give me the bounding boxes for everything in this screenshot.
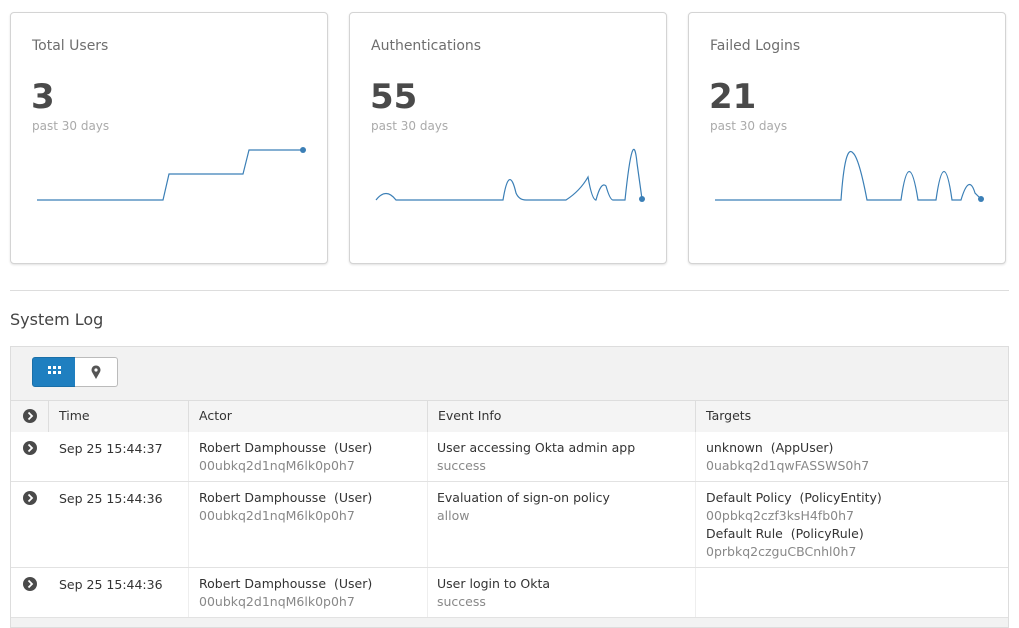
card-title: Authentications <box>371 38 482 54</box>
actor-id: 00ubkq2d1nqM6lk0p0h7 <box>199 594 355 609</box>
column-divider <box>188 482 189 567</box>
stat-card: Total Users 3 past 30 days <box>10 12 328 264</box>
column-divider <box>188 432 189 481</box>
expand-toggle[interactable] <box>22 408 38 424</box>
card-title: Total Users <box>32 38 109 54</box>
actor-id: 00ubkq2d1nqM6lk0p0h7 <box>199 458 355 473</box>
actor-name: Robert Damphousse (User) <box>199 576 373 591</box>
column-divider <box>695 568 696 617</box>
event-time: Sep 25 15:44:36 <box>59 577 163 592</box>
card-value: 3 <box>31 77 55 117</box>
target-id: 0uabkq2d1qwFASSWS0h7 <box>706 458 870 473</box>
actor-name: Robert Damphousse (User) <box>199 490 373 505</box>
target-name: Default Rule (PolicyRule) <box>706 526 864 541</box>
card-period: past 30 days <box>371 119 449 133</box>
column-divider <box>427 401 428 432</box>
log-panel: Time Actor Event Info Targets Sep 25 15:44:… <box>10 346 1009 628</box>
card-value: 55 <box>370 77 418 117</box>
column-divider <box>427 568 428 617</box>
column-header: Targets <box>706 408 752 423</box>
chevron-icon <box>23 577 37 591</box>
column-divider <box>695 482 696 567</box>
expand-toggle[interactable] <box>22 490 38 506</box>
column-header: Event Info <box>438 408 502 423</box>
actor-id: 00ubkq2d1nqM6lk0p0h7 <box>199 508 355 523</box>
target-id: 00pbkq2czf3ksH4fb0h7 <box>706 508 854 523</box>
column-header: Actor <box>199 408 232 423</box>
table-header: Time Actor Event Info Targets <box>11 400 1008 433</box>
sparkline <box>715 150 984 202</box>
column-divider <box>695 401 696 432</box>
column-divider <box>427 482 428 567</box>
card-value: 21 <box>709 77 757 117</box>
sparkline <box>375 148 645 202</box>
target-id: 0prbkq2czguCBCnhl0h7 <box>706 544 857 559</box>
grid-icon <box>48 366 61 374</box>
column-divider <box>48 401 49 432</box>
pin-icon <box>91 365 101 379</box>
column-divider <box>188 401 189 432</box>
column-divider <box>188 568 189 617</box>
actor-name: Robert Damphousse (User) <box>199 440 373 455</box>
column-divider <box>695 432 696 481</box>
chevron-icon <box>23 409 37 423</box>
grid-view-button[interactable] <box>32 357 76 387</box>
section-title: System Log <box>10 310 104 329</box>
chevron-icon <box>23 491 37 505</box>
log-row[interactable]: Sep 25 15:44:36 Robert Damphousse (User) 0… <box>11 568 1008 618</box>
event-info: Evaluation of sign-on policy <box>437 490 610 505</box>
expand-toggle[interactable] <box>22 576 38 592</box>
log-row[interactable]: Sep 25 15:44:36 Robert Damphousse (User) 0… <box>11 482 1008 568</box>
event-result: success <box>437 594 486 609</box>
event-time: Sep 25 15:44:37 <box>59 441 163 456</box>
target-name: Default Policy (PolicyEntity) <box>706 490 882 505</box>
event-result: success <box>437 458 486 473</box>
card-period: past 30 days <box>32 119 110 133</box>
card-title: Failed Logins <box>710 38 801 54</box>
target-name: unknown (AppUser) <box>706 440 834 455</box>
event-result: allow <box>437 508 470 523</box>
chevron-icon <box>23 441 37 455</box>
page: {"cards": [ {"title": "Total Users", "va… <box>10 12 1009 628</box>
map-view-button[interactable] <box>75 357 118 387</box>
stat-card: Authentications 55 past 30 days <box>349 12 667 264</box>
card-period: past 30 days <box>710 119 788 133</box>
sparkline <box>37 147 306 201</box>
column-header: Time <box>59 408 90 423</box>
event-time: Sep 25 15:44:36 <box>59 491 163 506</box>
divider <box>10 290 1009 291</box>
stat-card: Failed Logins 21 past 30 days <box>688 12 1006 264</box>
event-info: User accessing Okta admin app <box>437 440 636 455</box>
expand-toggle[interactable] <box>22 440 38 456</box>
event-info: User login to Okta <box>437 576 551 591</box>
column-divider <box>427 432 428 481</box>
log-row[interactable]: Sep 25 15:44:37 Robert Damphousse (User) 0… <box>11 432 1008 482</box>
